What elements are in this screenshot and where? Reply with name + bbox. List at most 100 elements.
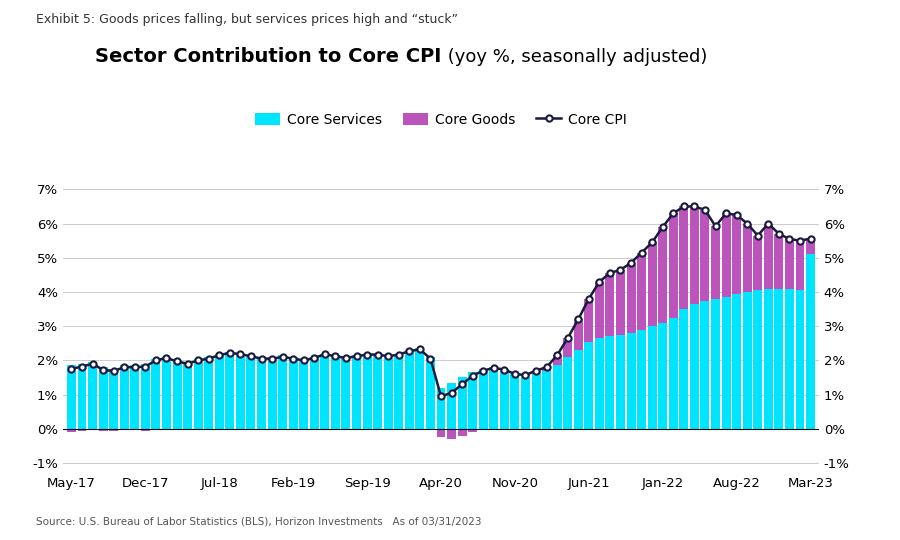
Bar xyxy=(162,429,171,430)
Bar xyxy=(616,269,625,335)
Bar xyxy=(183,429,192,430)
Bar xyxy=(130,366,140,429)
Bar xyxy=(584,299,593,341)
Bar xyxy=(77,429,86,431)
Bar xyxy=(733,294,741,429)
Bar xyxy=(194,429,202,430)
Bar xyxy=(806,239,815,254)
Bar xyxy=(753,235,762,290)
Bar xyxy=(405,350,414,429)
Bar xyxy=(88,362,97,429)
Bar xyxy=(753,290,762,429)
Bar xyxy=(320,354,329,429)
Bar xyxy=(405,429,414,430)
Bar xyxy=(436,388,446,429)
Bar xyxy=(247,355,256,429)
Bar xyxy=(626,263,635,333)
Bar xyxy=(479,369,488,429)
Bar xyxy=(99,429,108,431)
Bar xyxy=(151,429,160,430)
Bar xyxy=(711,226,720,299)
Bar xyxy=(120,429,129,430)
Bar xyxy=(363,429,372,430)
Bar xyxy=(257,357,266,429)
Bar xyxy=(225,429,234,430)
Bar xyxy=(733,215,741,294)
Bar xyxy=(173,429,182,430)
Bar xyxy=(289,429,298,430)
Bar xyxy=(669,318,678,429)
Text: Exhibit 5: Goods prices falling, but services prices high and “stuck”: Exhibit 5: Goods prices falling, but ser… xyxy=(36,14,458,26)
Bar xyxy=(374,354,382,429)
Text: Source: U.S. Bureau of Labor Statistics (BLS), Horizon Investments   As of 03/31: Source: U.S. Bureau of Labor Statistics … xyxy=(36,516,482,526)
Bar xyxy=(806,254,815,429)
Bar xyxy=(490,367,499,429)
Bar xyxy=(162,357,171,429)
Bar xyxy=(574,319,583,350)
Bar xyxy=(785,239,794,288)
Bar xyxy=(457,377,466,429)
Bar xyxy=(584,341,593,429)
Bar xyxy=(257,429,266,430)
Bar xyxy=(637,329,646,429)
Bar xyxy=(648,326,657,429)
Bar xyxy=(658,323,667,429)
Bar xyxy=(447,429,456,439)
Bar xyxy=(700,300,709,429)
Bar xyxy=(341,429,350,430)
Bar xyxy=(310,429,319,430)
Bar xyxy=(88,429,97,430)
Bar xyxy=(722,297,731,429)
Bar xyxy=(173,360,182,429)
Bar xyxy=(742,224,752,292)
Bar xyxy=(236,354,245,429)
Bar xyxy=(426,357,435,429)
Bar xyxy=(606,336,615,429)
Bar xyxy=(616,335,625,429)
Bar xyxy=(278,355,287,429)
Bar xyxy=(680,309,688,429)
Bar xyxy=(447,382,456,429)
Bar xyxy=(67,366,76,429)
Bar xyxy=(416,348,425,429)
Bar xyxy=(468,373,477,429)
Bar xyxy=(299,359,308,429)
Bar xyxy=(416,429,425,430)
Bar xyxy=(267,357,276,429)
Bar xyxy=(151,359,160,429)
Bar xyxy=(500,369,508,429)
Bar xyxy=(542,370,551,429)
Bar xyxy=(394,354,403,429)
Bar xyxy=(120,366,129,429)
Bar xyxy=(341,357,350,429)
Bar xyxy=(77,364,86,429)
Legend: Core Services, Core Goods, Core CPI: Core Services, Core Goods, Core CPI xyxy=(249,107,633,132)
Bar xyxy=(680,206,688,309)
Bar xyxy=(637,253,646,329)
Bar xyxy=(521,376,530,429)
Bar xyxy=(574,350,583,429)
Bar xyxy=(130,429,140,430)
Bar xyxy=(141,429,149,431)
Bar xyxy=(690,206,699,304)
Bar xyxy=(606,273,615,336)
Bar xyxy=(658,227,667,323)
Bar xyxy=(510,374,519,429)
Bar xyxy=(99,367,108,429)
Bar xyxy=(109,369,118,429)
Text: (yoy %, seasonally adjusted): (yoy %, seasonally adjusted) xyxy=(442,48,707,66)
Bar xyxy=(204,429,213,430)
Bar xyxy=(331,355,340,429)
Bar xyxy=(204,357,213,429)
Bar xyxy=(626,333,635,429)
Bar xyxy=(532,370,541,373)
Bar xyxy=(278,429,287,430)
Bar xyxy=(383,355,392,429)
Bar xyxy=(532,373,541,429)
Bar xyxy=(215,429,224,430)
Bar xyxy=(436,429,446,437)
Bar xyxy=(331,429,340,430)
Bar xyxy=(521,375,530,376)
Bar xyxy=(742,292,752,429)
Bar xyxy=(215,354,224,429)
